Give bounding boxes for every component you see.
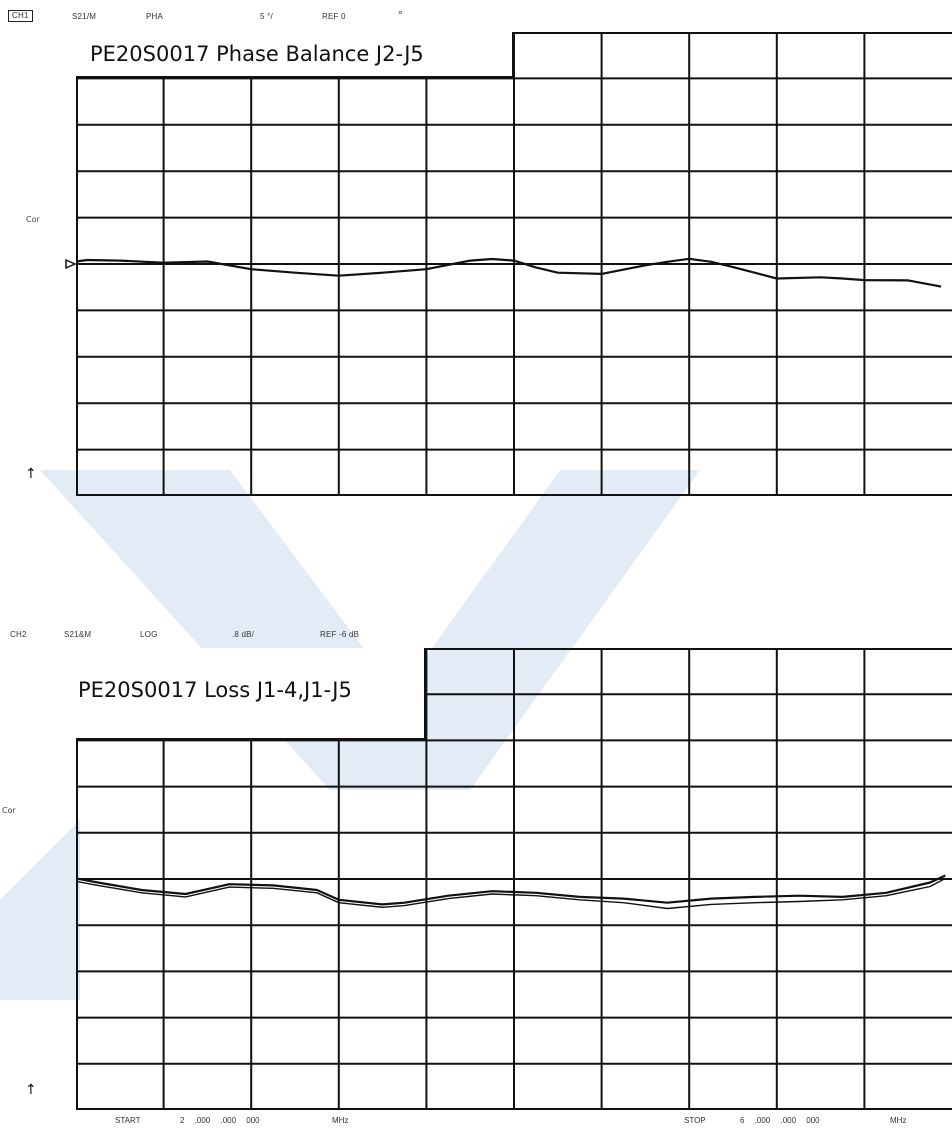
display-format: PHA (146, 12, 164, 21)
start-unit: MHz (332, 1116, 349, 1125)
up-arrow-icon: ↑ (25, 1082, 37, 1098)
trace-line (76, 874, 946, 906)
loss-chart: PE20S0017 Loss J1-4,J1-J5 (76, 648, 952, 1110)
watermark-shape (0, 820, 80, 1000)
start-frequency: 2 .000 .000 000 (180, 1116, 260, 1125)
trace-line (76, 877, 946, 910)
correction-indicator: Cor (26, 215, 40, 224)
scale-per-division: .8 dB/ (232, 630, 255, 639)
phase-balance-plot (76, 32, 952, 496)
correction-indicator: Cor (2, 806, 16, 815)
scale-per-division: 5 °/ (260, 12, 273, 21)
measurement-parameter: S21&M (64, 630, 92, 639)
stop-unit: MHz (890, 1116, 907, 1125)
reference-level: REF -6 dB (320, 630, 360, 639)
channel-indicator: CH2 (10, 630, 27, 639)
channel-indicator: CH1 (8, 10, 33, 22)
phase-balance-chart: PE20S0017 Phase Balance J2-J5 (76, 32, 952, 496)
chart-title: PE20S0017 Loss J1-4,J1-J5 (76, 648, 426, 740)
measurement-parameter: S21/M (72, 12, 97, 21)
reference-mark: ° (398, 8, 403, 22)
chart-title: PE20S0017 Phase Balance J2-J5 (76, 32, 514, 78)
display-format: LOG (140, 630, 158, 639)
reference-marker-icon (65, 258, 77, 270)
up-arrow-icon: ↑ (25, 466, 37, 482)
stop-frequency: 6 .000 .000 000 (740, 1116, 820, 1125)
start-label: START (115, 1116, 141, 1125)
trace-line (76, 257, 942, 288)
stop-label: STOP (684, 1116, 706, 1125)
reference-level: REF 0 (322, 12, 346, 21)
